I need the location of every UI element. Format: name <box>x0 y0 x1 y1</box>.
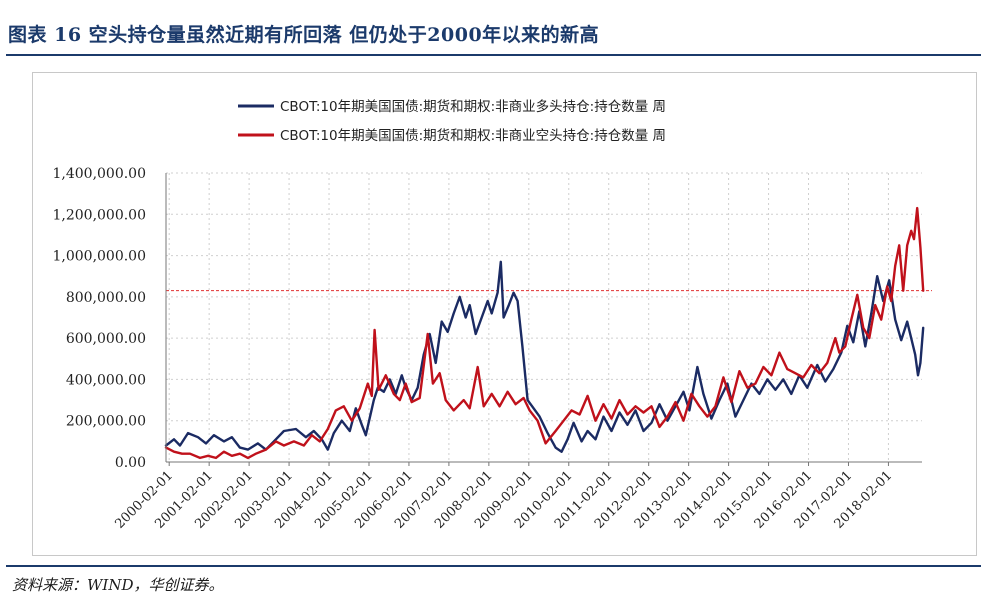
y-tick-label: 1,200,000.00 <box>52 207 146 223</box>
axis-layer: 0.00 200,000.00 400,000.00 600,000.00 800,00… <box>52 166 922 532</box>
legend: CBOT:10年期美国国债:期货和期权:非商业多头持仓:持仓数量 周 CBOT:1… <box>238 98 666 144</box>
y-tick-label: 200,000.00 <box>66 414 146 430</box>
source-note: 资料来源：WIND，华创证券。 <box>12 576 224 594</box>
figure-title: 图表 16 空头持仓量虽然近期有所回落 但仍处于2000年以来的新高 <box>8 24 600 46</box>
series-long-line <box>164 260 925 453</box>
footer-rule <box>6 565 981 567</box>
y-tick-label: 0.00 <box>115 455 146 471</box>
legend-label-short: CBOT:10年期美国国债:期货和期权:非商业空头持仓:持仓数量 周 <box>280 127 666 144</box>
legend-label-long: CBOT:10年期美国国债:期货和期权:非商业多头持仓:持仓数量 周 <box>280 98 666 115</box>
y-tick-label: 400,000.00 <box>66 372 146 388</box>
series-layer <box>164 206 925 460</box>
series-short-line <box>164 206 925 460</box>
y-tick-label: 1,000,000.00 <box>52 249 146 265</box>
grid-layer <box>166 172 922 462</box>
y-tick-label: 1,400,000.00 <box>52 166 146 182</box>
y-tick-label: 800,000.00 <box>66 290 146 306</box>
y-tick-label: 600,000.00 <box>66 331 146 347</box>
title-rule <box>6 54 981 56</box>
